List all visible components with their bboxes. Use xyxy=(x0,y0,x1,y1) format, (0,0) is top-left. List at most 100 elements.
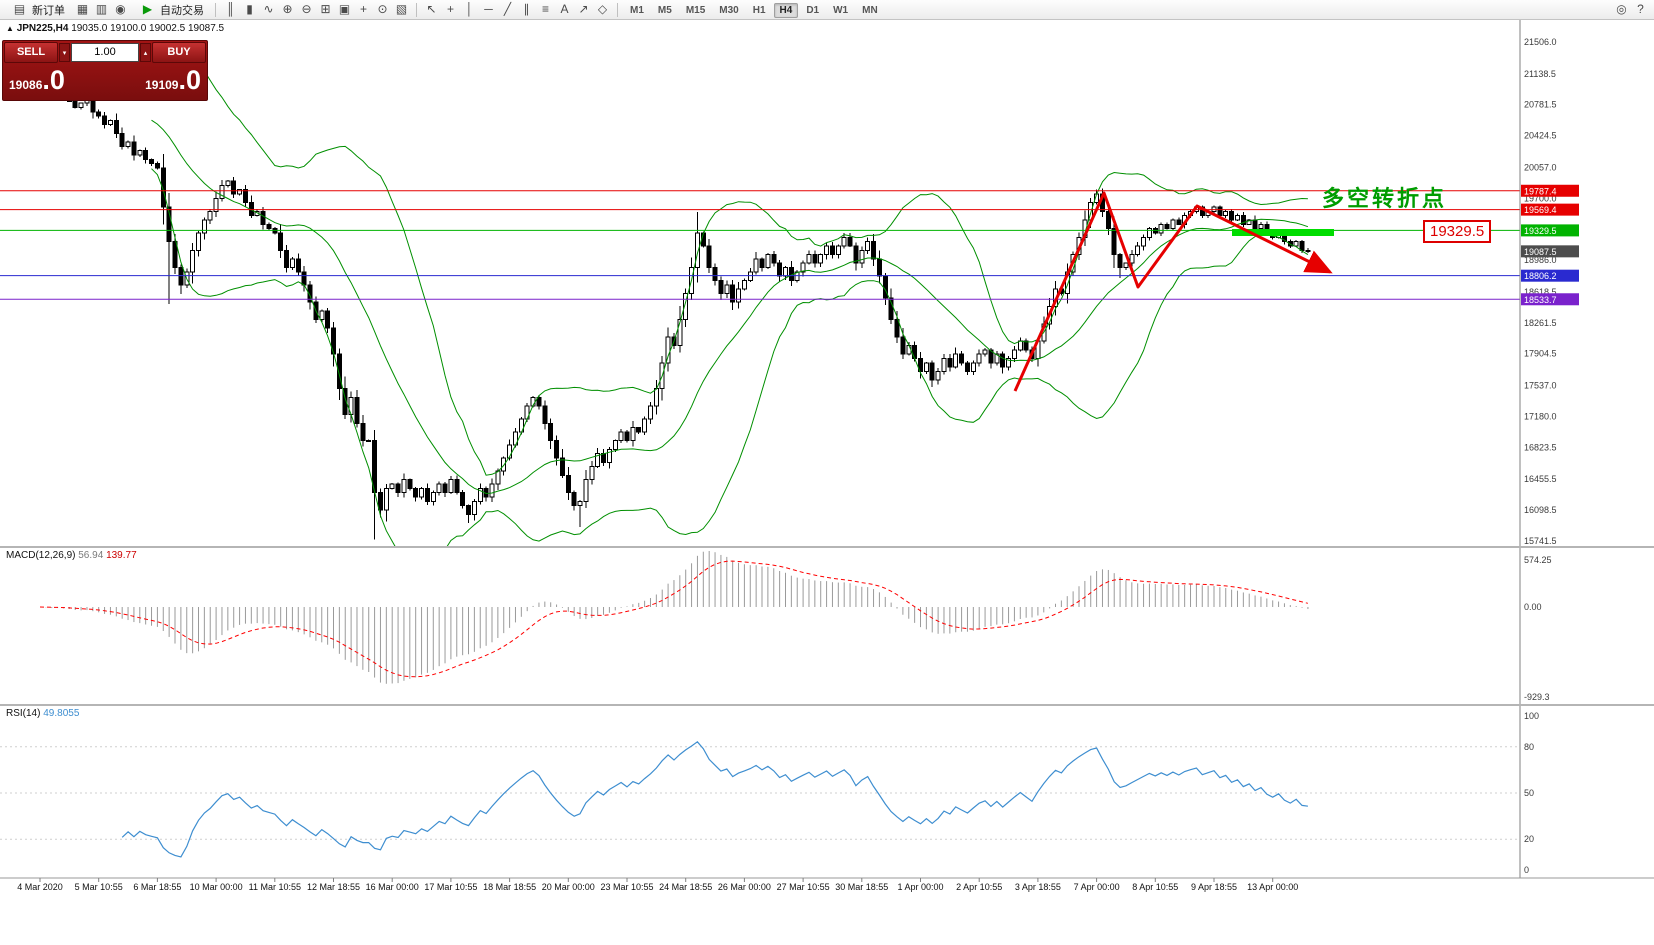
profiles-icon[interactable]: ▥ xyxy=(95,2,108,16)
time-axis-label: 27 Mar 10:55 xyxy=(777,882,830,892)
text-label-icon[interactable]: A xyxy=(560,2,569,16)
tile-windows-icon[interactable]: ⊞ xyxy=(320,2,331,16)
time-axis-label: 3 Apr 18:55 xyxy=(1015,882,1061,892)
price-axis-label: 17537.0 xyxy=(1524,381,1557,391)
chart-window-title: ▲ JPN225,H4 19035.0 19100.0 19002.5 1908… xyxy=(6,23,224,34)
rsi-indicator-label: RSI(14) 49.8055 xyxy=(6,708,80,719)
timeframe-mn-button[interactable]: MN xyxy=(862,4,878,16)
shapes-icon[interactable]: ◇ xyxy=(597,2,608,16)
time-axis-label: 20 Mar 00:00 xyxy=(542,882,595,892)
macd-axis-label: 0.00 xyxy=(1524,602,1542,612)
timeframe-h1-button[interactable]: H1 xyxy=(752,4,766,16)
periods-icon[interactable]: ⊙ xyxy=(377,2,388,16)
macd-signal-value: 139.77 xyxy=(106,550,137,561)
candles-group xyxy=(37,85,1311,540)
price-axis-label: 16098.5 xyxy=(1524,505,1557,515)
rsi-value: 49.8055 xyxy=(43,708,80,719)
trendline-icon[interactable]: ╱ xyxy=(503,2,512,16)
arrows-icon[interactable]: ↗ xyxy=(578,2,589,16)
market-watch-icon[interactable]: ◉ xyxy=(115,2,126,16)
svg-text:19787.4: 19787.4 xyxy=(1524,186,1557,196)
price-axis-label: 18986.0 xyxy=(1524,255,1557,265)
macd-panel-separator[interactable] xyxy=(0,546,1654,548)
rsi-line xyxy=(121,740,1308,858)
time-axis-label: 6 Mar 18:55 xyxy=(133,882,181,892)
line-chart-icon[interactable]: ∿ xyxy=(263,2,274,16)
drawing-icons-group: ↖ + │ ─ ╱ ∥ ≡ A ↗ ◇ xyxy=(422,0,612,19)
timeframe-d1-button[interactable]: D1 xyxy=(806,4,820,16)
cursor-icon[interactable]: ↖ xyxy=(426,2,437,16)
bid-price: 19086.0 xyxy=(9,65,65,95)
indicators-icon[interactable]: + xyxy=(359,2,367,16)
bars-chart-icon[interactable]: ║ xyxy=(226,2,235,16)
time-axis-label: 24 Mar 18:55 xyxy=(659,882,712,892)
macd-signal-line xyxy=(39,560,1309,678)
new-order-button[interactable]: ▤ 新订单 xyxy=(4,0,71,19)
time-axis-label: 26 Mar 00:00 xyxy=(718,882,771,892)
search-icon[interactable]: ◎ xyxy=(1616,2,1627,16)
time-axis-label: 7 Apr 00:00 xyxy=(1074,882,1120,892)
support-highlight-bar[interactable] xyxy=(1232,229,1334,236)
templates-icon[interactable]: ▧ xyxy=(395,2,408,16)
rsi-axis-label: 80 xyxy=(1524,742,1534,752)
crosshair-icon[interactable]: + xyxy=(446,2,454,16)
price-axis-label: 15741.5 xyxy=(1524,536,1557,546)
collapse-triangle-icon[interactable]: ▲ xyxy=(6,24,14,33)
horizontal-line-icon[interactable]: ─ xyxy=(484,2,493,16)
macd-axis-label: -929.3 xyxy=(1524,692,1550,702)
price-axis-label: 19700.0 xyxy=(1524,193,1557,203)
svg-text:19087.5: 19087.5 xyxy=(1524,247,1557,257)
chart-icons-group: ║ ▮ ∿ ⊕ ⊖ ⊞ ▣ + ⊙ ▧ xyxy=(221,0,411,19)
rsi-axis-label: 50 xyxy=(1524,788,1534,798)
timeframe-m15-button[interactable]: M15 xyxy=(685,4,706,16)
new-order-icon: ▤ xyxy=(13,2,26,16)
svg-text:19329.5: 19329.5 xyxy=(1524,226,1557,236)
channel-icon[interactable]: ∥ xyxy=(523,2,530,16)
price-tag-19329.5 xyxy=(1521,224,1579,237)
zoom-in-icon[interactable]: ⊕ xyxy=(282,2,293,16)
fibonacci-icon[interactable]: ≡ xyxy=(541,2,549,16)
price-tag-18533.7 xyxy=(1521,293,1579,306)
time-axis-label: 13 Apr 00:00 xyxy=(1247,882,1298,892)
zigzag-trend-arrow[interactable] xyxy=(1013,191,1333,392)
time-axis-label: 17 Mar 10:55 xyxy=(424,882,477,892)
svg-text:18533.7: 18533.7 xyxy=(1524,295,1557,305)
price-callout-box: 19329.5 xyxy=(1423,220,1492,243)
time-axis-label: 16 Mar 00:00 xyxy=(366,882,419,892)
price-axis-label: 20057.0 xyxy=(1524,162,1557,172)
price-axis-label: 21506.0 xyxy=(1524,37,1557,47)
price-tag-19787.4 xyxy=(1521,184,1579,197)
candlestick-chart-icon[interactable]: ▮ xyxy=(246,2,253,16)
timeframe-m1-button[interactable]: M1 xyxy=(630,4,644,16)
auto-arrange-icon[interactable]: ▣ xyxy=(338,2,351,16)
toolbar-separator xyxy=(617,2,618,17)
vertical-line-icon[interactable]: │ xyxy=(465,2,474,16)
ask-price: 19109.0 xyxy=(145,65,201,95)
volume-decrease-button[interactable]: ▾ xyxy=(59,43,70,62)
price-axis-label: 18618.5 xyxy=(1524,287,1557,297)
price-axis-label: 20424.5 xyxy=(1524,131,1557,141)
timeframe-h4-button[interactable]: H4 xyxy=(773,2,799,18)
toolbar-separator xyxy=(215,2,216,17)
timeframe-m30-button[interactable]: M30 xyxy=(719,4,739,16)
help-icon[interactable]: ? xyxy=(1637,2,1644,16)
timeframe-w1-button[interactable]: W1 xyxy=(833,4,849,16)
time-axis-label: 12 Mar 18:55 xyxy=(307,882,360,892)
volume-input[interactable]: 1.00 xyxy=(71,43,139,62)
charts-icon[interactable]: ▦ xyxy=(76,2,89,16)
toolbar: ▤ 新订单 ▦ ▥ ◉ ▶ 自动交易 ║ ▮ ∿ ⊕ ⊖ ⊞ ▣ + ⊙ ▧ ↖ + │ ─ ╱ ∥ ≡ A ↗ ◇ M… xyxy=(0,0,1654,20)
zoom-out-icon[interactable]: ⊖ xyxy=(301,2,312,16)
volume-increase-button[interactable]: ▴ xyxy=(140,43,151,62)
buy-button[interactable]: BUY xyxy=(152,42,206,63)
rsi-panel xyxy=(0,740,1520,858)
price-axis-label: 18261.5 xyxy=(1524,318,1557,328)
price-tag-19569.4 xyxy=(1521,203,1579,216)
sell-button[interactable]: SELL xyxy=(4,42,58,63)
autotrading-button[interactable]: ▶ 自动交易 xyxy=(132,0,210,19)
time-axis-label: 1 Apr 00:00 xyxy=(897,882,943,892)
timeframe-m5-button[interactable]: M5 xyxy=(657,4,672,16)
time-axis-label: 23 Mar 10:55 xyxy=(600,882,653,892)
rsi-panel-separator[interactable] xyxy=(0,704,1654,706)
